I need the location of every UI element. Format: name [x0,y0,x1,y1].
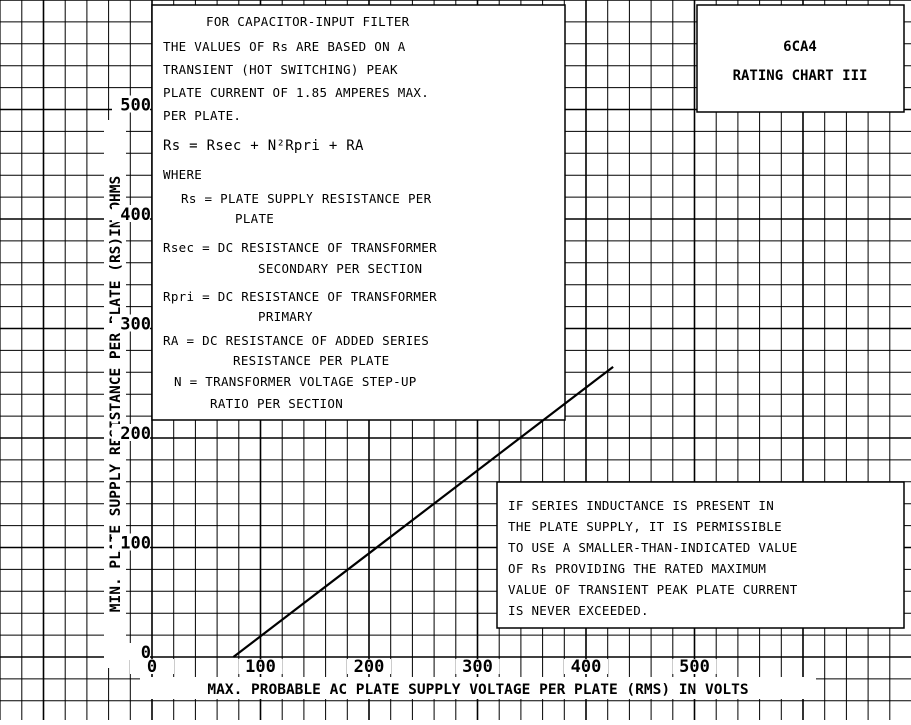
x-tick-backdrop [455,659,500,674]
inductance-note-line: TO USE A SMALLER-THAN-INDICATED VALUE [508,540,798,555]
y-axis-title: MIN. PLATE SUPPLY RESISTANCE PER PLATE (… [108,176,124,613]
y-tick-backdrop [112,205,150,222]
y-tick-backdrop [112,643,150,660]
filter-note-definition: SECONDARY PER SECTION [258,261,422,276]
y-tick-backdrop [112,314,150,332]
inductance-note-line: THE PLATE SUPPLY, IT IS PERMISSIBLE [508,519,782,534]
x-tick-backdrop [347,659,391,674]
filter-note-box [151,4,566,421]
y-axis-title-backdrop [104,120,126,668]
x-tick-label: 500 [679,657,710,677]
y-tick-label: 400 [120,205,151,225]
x-tick-backdrop [130,659,174,674]
filter-note-definition: RATIO PER SECTION [210,396,343,411]
chart-title: 6CA4 [783,39,817,55]
y-tick-backdrop [112,533,150,551]
x-tick-backdrop [238,659,283,674]
filter-note-definition: PLATE [235,211,274,226]
y-tick-label: 500 [120,96,151,116]
y-tick-label: 0 [141,643,151,663]
y-tick-label: 200 [120,424,151,444]
y-tick-backdrop [112,95,150,113]
filter-note-definition: RA = DC RESISTANCE OF ADDED SERIES [163,333,429,348]
filter-note-heading: FOR CAPACITOR-INPUT FILTER [206,14,410,29]
filter-note-definition: N = TRANSFORMER VOLTAGE STEP-UP [174,374,417,389]
filter-note-definition: PRIMARY [258,309,313,324]
filter-note-definition: Rsec = DC RESISTANCE OF TRANSFORMER [163,240,437,255]
title-box [696,4,905,113]
filter-note-intro-line: THE VALUES OF Rs ARE BASED ON A [163,39,406,54]
x-axis-title-backdrop [140,677,816,699]
filter-note-intro-line: TRANSIENT (HOT SWITCHING) PEAK [163,62,398,77]
inductance-note-line: VALUE OF TRANSIENT PEAK PLATE CURRENT [508,582,798,597]
inductance-note-line: OF Rs PROVIDING THE RATED MAXIMUM [508,561,766,576]
tick-labels: 0 100 200 300 400 500 0 100 200 300 400 500 [112,95,717,677]
x-tick-backdrop [672,659,717,674]
filter-note-intro-line: PLATE CURRENT OF 1.85 AMPERES MAX. [163,85,429,100]
inductance-note-line: IF SERIES INDUCTANCE IS PRESENT IN [508,498,774,513]
series-line [232,365,614,658]
y-tick-label: 100 [120,534,151,554]
y-tick-backdrop [112,424,150,441]
filter-note-formula: Rs = Rsec + N²Rpri + RA [163,138,364,154]
filter-note-definition: Rpri = DC RESISTANCE OF TRANSFORMER [163,289,437,304]
filter-note-intro-line: PER PLATE. [163,108,241,123]
x-axis-title: MAX. PROBABLE AC PLATE SUPPLY VOLTAGE PE… [207,682,748,698]
inductance-note-line: IS NEVER EXCEEDED. [508,603,649,618]
x-tick-label: 300 [462,657,493,677]
x-tick-label: 400 [571,657,602,677]
filter-note-where: WHERE [163,167,202,182]
filter-note-definition: RESISTANCE PER PLATE [233,353,390,368]
x-tick-label: 100 [245,657,276,677]
y-tick-label: 300 [120,315,151,335]
series-layer [232,365,614,658]
inductance-note-box [496,481,905,629]
x-tick-label: 200 [354,657,385,677]
x-tick-label: 0 [147,657,157,677]
chart-subtitle: RATING CHART III [733,68,868,84]
filter-note-definition: Rs = PLATE SUPPLY RESISTANCE PER [181,191,432,206]
x-tick-backdrop [564,659,608,674]
